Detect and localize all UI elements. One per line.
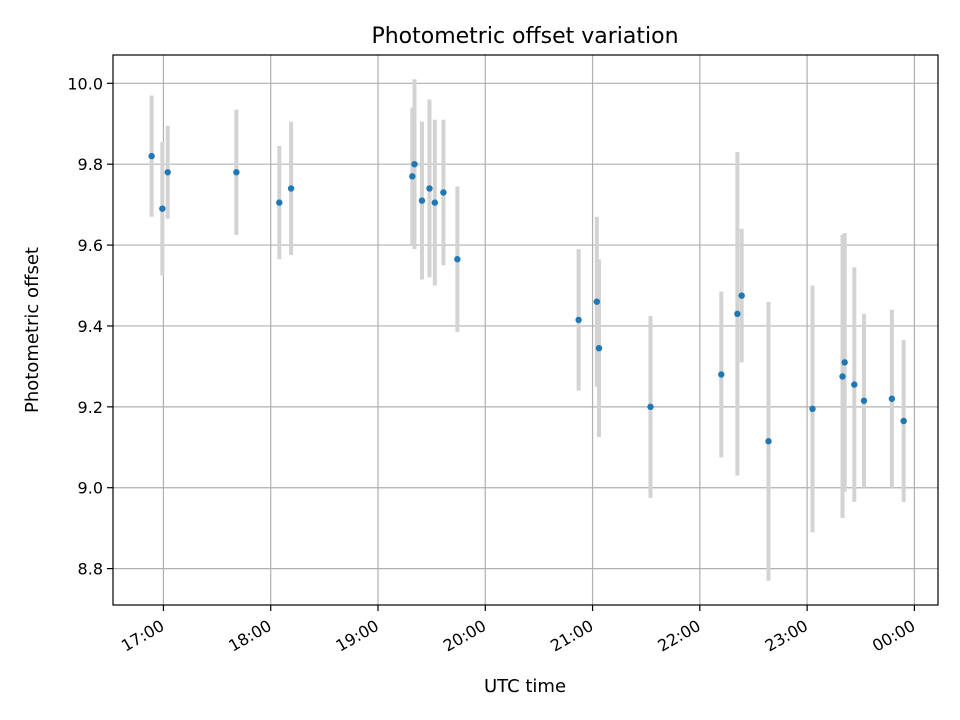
y-tick-label: 10.0	[67, 74, 103, 93]
data-point	[440, 189, 447, 196]
data-point	[575, 316, 582, 324]
data-point	[839, 373, 846, 380]
data-point	[233, 169, 240, 176]
data-point	[454, 256, 461, 263]
data-point	[164, 169, 171, 176]
data-point	[738, 292, 745, 299]
data-point	[418, 197, 426, 204]
chart-title: Photometric offset variation	[371, 24, 678, 49]
data-point	[287, 185, 295, 192]
plot-area	[113, 55, 938, 605]
data-point	[411, 160, 418, 168]
y-tick-label: 9.4	[78, 317, 103, 336]
data-point	[595, 344, 603, 352]
data-point	[860, 397, 868, 404]
data-point	[841, 359, 848, 366]
data-point	[159, 205, 166, 212]
y-tick-label: 9.0	[78, 479, 103, 498]
y-tick-label: 9.6	[78, 236, 103, 255]
data-point	[431, 199, 439, 206]
data-point	[276, 199, 283, 206]
data-point	[718, 371, 725, 378]
data-point	[765, 438, 772, 445]
data-point	[851, 381, 858, 388]
y-tick-label: 9.8	[78, 155, 103, 174]
data-point	[593, 298, 601, 305]
data-points	[148, 152, 907, 445]
data-point	[426, 185, 433, 192]
data-point	[409, 173, 416, 180]
data-point	[888, 395, 896, 402]
y-tick-label: 9.2	[78, 398, 103, 417]
data-point	[900, 417, 907, 425]
data-point	[809, 405, 816, 413]
x-axis-label: UTC time	[484, 676, 566, 697]
plot-frame	[112, 54, 939, 606]
data-point	[734, 310, 741, 318]
y-axis-label: Photometric offset	[22, 247, 43, 413]
data-point	[647, 403, 654, 411]
grid-lines	[113, 55, 938, 605]
y-tick-label: 8.8	[78, 560, 103, 579]
data-point	[148, 152, 155, 160]
